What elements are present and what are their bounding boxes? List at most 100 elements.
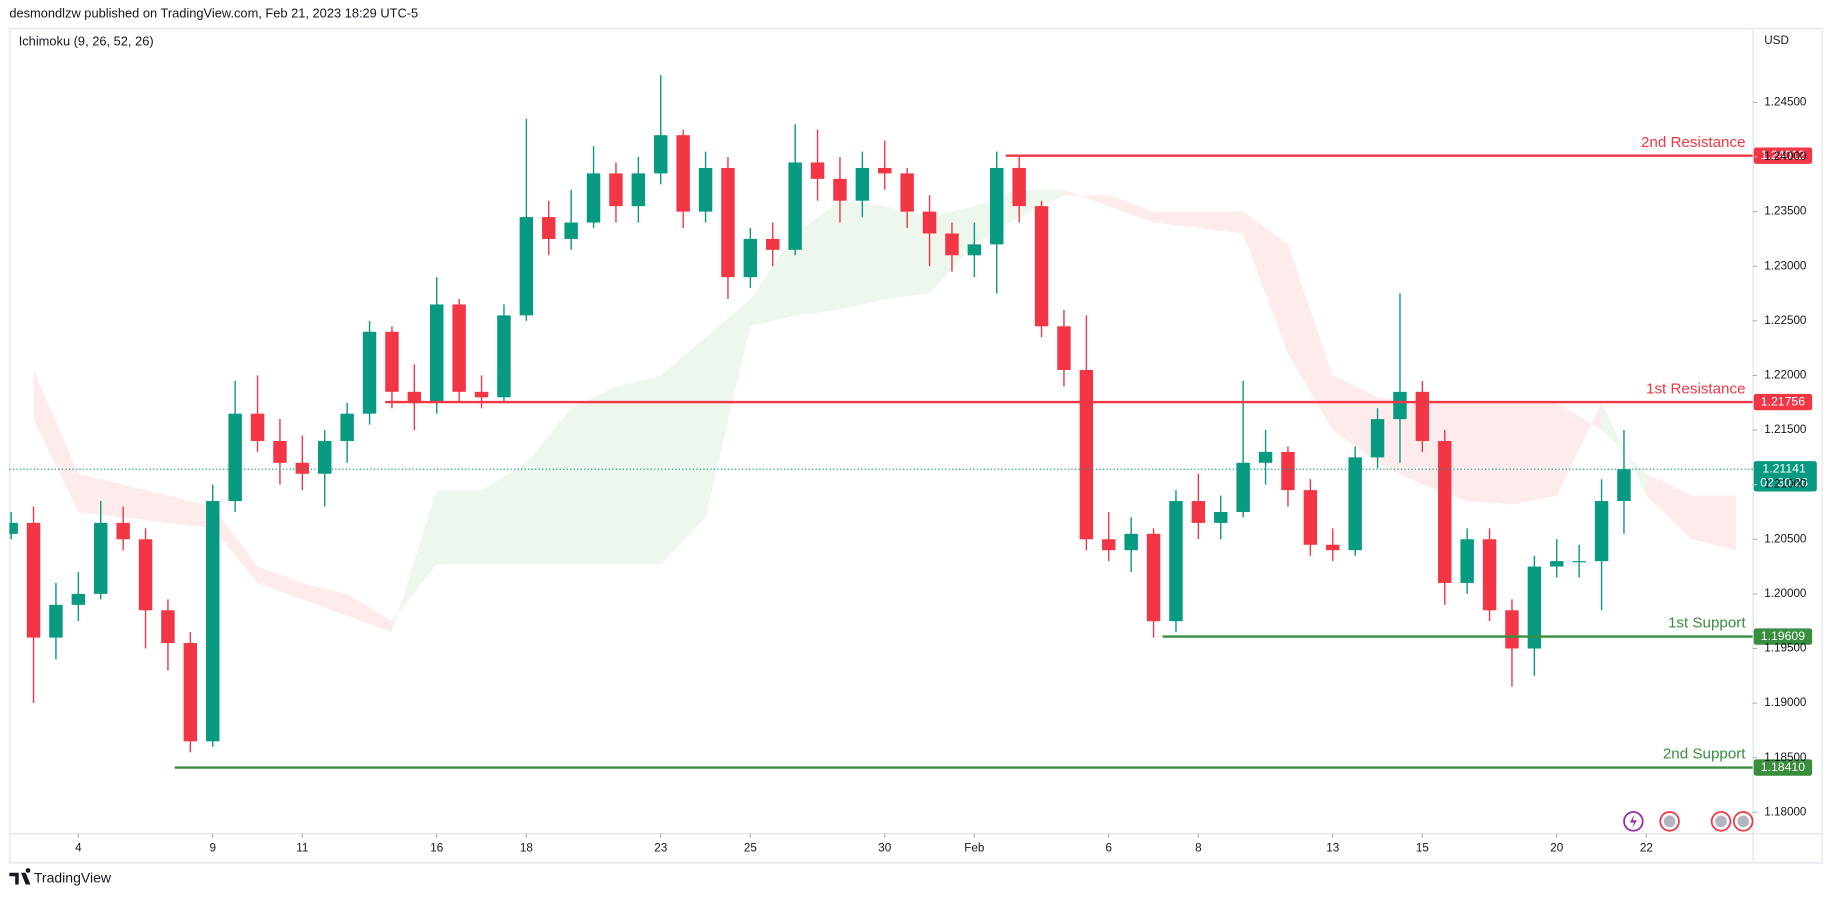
candle-body [161,610,175,644]
cloud-segment [212,506,258,583]
candle-body [1482,539,1497,611]
header: desmondlzw published on TradingView.com,… [9,5,418,20]
candle-body [1326,544,1340,551]
cloud-segment [1601,402,1647,496]
candle-body [1617,469,1631,502]
cloud-segment [123,484,168,523]
y-tick-label: 1.19000 [1764,696,1807,709]
candle-body [1124,533,1138,551]
candle-body [586,173,601,223]
candle-body [385,331,399,392]
candle-body [654,135,668,174]
price-badge-label: 1.21141 [1762,462,1806,476]
cloud-segment [481,462,527,565]
candle-body [1550,561,1564,567]
cloud-segment [1063,189,1109,207]
x-tick-label: 30 [878,841,891,854]
candle-body [9,522,18,534]
candle-body [228,413,242,502]
candle-body [1034,206,1049,327]
candle-body [250,413,265,441]
candle-body [452,304,466,392]
y-tick-label: 1.24500 [1764,95,1807,108]
candle-body [138,539,153,611]
level-name: 1st Support [1668,615,1746,632]
y-tick-label: 1.18500 [1764,751,1807,764]
ichimoku-cloud [33,189,1736,633]
candle-body [900,173,914,212]
candle-body [1258,451,1273,463]
x-tick-label: 16 [430,841,443,854]
candle-body [206,501,220,742]
cloud-segment [347,593,392,633]
x-tick-label: 23 [654,841,667,854]
candle-body [1012,167,1026,207]
x-tick-label: 18 [520,841,533,854]
candle-body [318,440,332,474]
x-tick-label: 22 [1640,841,1653,854]
candle-body [788,162,802,250]
candle-body [542,217,556,239]
cloud-segment [750,233,796,327]
event-icon-bolt [1629,814,1637,829]
cloud-segment [1691,495,1736,551]
candle-body [1191,501,1206,523]
candle-body [766,238,780,250]
y-tick-label: 1.23000 [1764,259,1807,272]
candle-body [273,440,287,463]
level-badge-label: 1.21756 [1761,394,1805,408]
y-tick-label: 1.21500 [1764,423,1807,436]
candle-body [945,233,959,256]
candle-body [609,173,623,207]
candle-body [71,593,86,605]
cloud-segment [1243,211,1288,354]
currency-label: USD [1764,34,1789,47]
cloud-segment [257,566,303,600]
x-tick-label: 15 [1416,841,1429,854]
candle-body [295,462,310,474]
y-tick-label: 1.18000 [1764,805,1807,818]
y-tick-label: 1.21000 [1764,478,1807,491]
candle-body [631,173,646,207]
x-tick-label: 8 [1195,841,1202,854]
candle-body [855,167,870,201]
candle-body [878,167,892,174]
cloud-segment [1198,211,1244,234]
candle-body [1527,566,1542,649]
candle-body [362,331,377,414]
frame [9,28,1823,864]
cloud-segment [78,473,124,518]
x-tick-label: 11 [296,841,308,854]
y-tick-label: 1.19500 [1764,642,1807,655]
candle-body [430,304,444,403]
y-tick-label: 1.23500 [1764,205,1807,218]
cloud-segment [167,495,213,529]
candle-body [1057,326,1071,370]
candle-body [1079,369,1094,540]
candle-body [1281,451,1295,491]
footer-logo: TradingView [9,868,112,885]
level-badge-label: 1.18410 [1761,760,1805,774]
cloud-segment [436,490,482,565]
logo-mark [9,868,31,885]
candle-body [497,315,511,398]
level-badge [1753,759,1813,776]
y-tick-label: 1.20500 [1764,532,1807,545]
candle-body [26,522,41,638]
y-tick-label: 1.22000 [1764,369,1807,382]
x-tick-label: 25 [744,841,757,854]
countdown: 02:30:26 [1760,476,1808,490]
indicator-label: Ichimoku (9, 26, 52, 26) [19,33,154,48]
candle-body [407,391,422,403]
level-badge [1753,393,1813,411]
candle-body [1438,440,1452,583]
candle-body [340,413,354,441]
candle-body [1460,539,1474,583]
cloud-segment [884,206,930,299]
overlays: 2nd Resistance 1.24012 1st Resistance 1.217… [9,134,1817,776]
cloud-segment [615,375,661,565]
candle-body [49,604,63,638]
candle-body [519,217,534,316]
